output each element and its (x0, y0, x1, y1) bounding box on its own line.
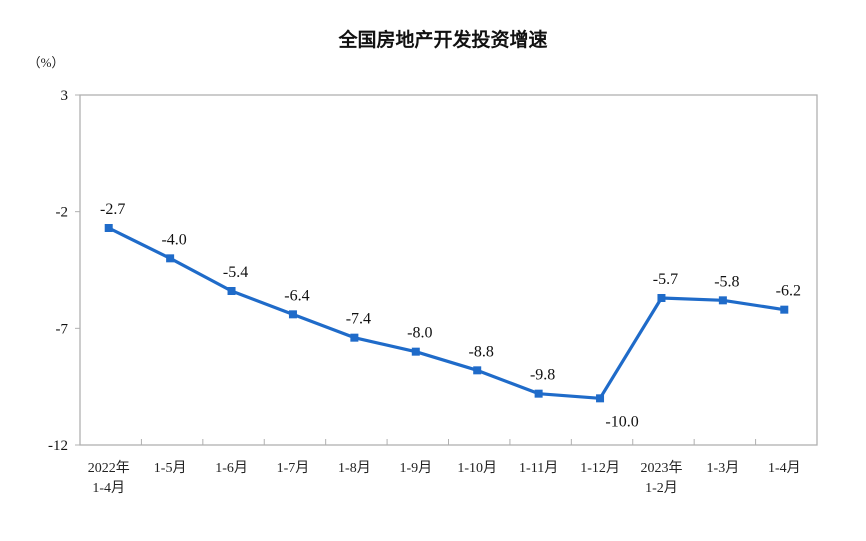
y-axis-unit: （%） (28, 55, 65, 70)
data-point (288, 310, 297, 319)
data-point (350, 333, 359, 342)
x-tick-label-line: 1-9月 (399, 460, 432, 476)
data-point (596, 394, 605, 403)
data-point (166, 254, 175, 263)
data-point (411, 347, 420, 356)
y-tick-label: -12 (48, 438, 68, 454)
x-tick-label-line: 1-2月 (645, 480, 678, 496)
data-label: -4.0 (161, 231, 186, 248)
x-tick-label: 1-9月 (399, 460, 432, 476)
data-label: -10.0 (605, 413, 638, 430)
y-tick-label: 3 (61, 88, 69, 104)
y-tick-label: -2 (56, 205, 69, 221)
x-tick-label: 1-7月 (277, 460, 310, 476)
x-tick-label: 1-5月 (154, 460, 187, 476)
series-line (107, 226, 785, 400)
y-tick-label: -7 (56, 321, 69, 337)
data-point (657, 294, 666, 302)
x-tick-label-line: 1-11月 (519, 460, 558, 476)
x-tick-label: 2023年 1-2月 (640, 460, 682, 496)
x-tick-label: 1-10月 (457, 460, 497, 476)
x-tick-label: 1-4月 (768, 460, 801, 476)
data-label: -2.7 (100, 201, 125, 218)
x-tick-label: 1-8月 (338, 460, 371, 476)
x-tick-label-line: 2023年 (640, 460, 682, 476)
x-tick-label: 1-11月 (519, 460, 558, 476)
x-tick-label-line: 1-5月 (154, 460, 187, 476)
x-tick-label-line: 1-7月 (277, 460, 310, 476)
x-tick-label-line: 1-8月 (338, 460, 371, 476)
data-label: -8.0 (407, 325, 432, 342)
x-tick-label-line: 1-4月 (768, 460, 801, 476)
x-tick-label: 1-3月 (707, 460, 740, 476)
data-point (473, 366, 482, 375)
x-tick-label-line: 2022年 (88, 460, 130, 476)
data-label: -5.4 (223, 264, 248, 281)
x-tick-label-line: 1-12月 (580, 460, 620, 476)
data-label: -6.4 (284, 287, 309, 304)
data-label: -8.8 (469, 343, 494, 360)
data-label: -6.2 (776, 283, 801, 300)
x-tick-label-line: 1-4月 (92, 480, 125, 496)
data-label: -9.8 (530, 367, 555, 384)
x-tick-label-line: 1-10月 (457, 460, 497, 476)
x-tick-label-line: 1-3月 (707, 460, 740, 476)
x-tick-label-line: 1-6月 (215, 460, 248, 476)
data-label: -5.8 (714, 273, 739, 290)
data-point (718, 296, 727, 305)
data-point (780, 305, 789, 314)
data-label: -7.4 (346, 311, 371, 328)
chart-title: 全国房地产开发投资增速 (337, 28, 547, 51)
x-tick-label: 2022年 1-4月 (88, 460, 130, 496)
x-tick-label: 1-12月 (580, 460, 620, 476)
data-point (534, 389, 543, 398)
x-tick-label: 1-6月 (215, 460, 248, 476)
data-point (227, 287, 236, 295)
data-label: -5.7 (653, 271, 678, 288)
data-point (104, 224, 113, 232)
